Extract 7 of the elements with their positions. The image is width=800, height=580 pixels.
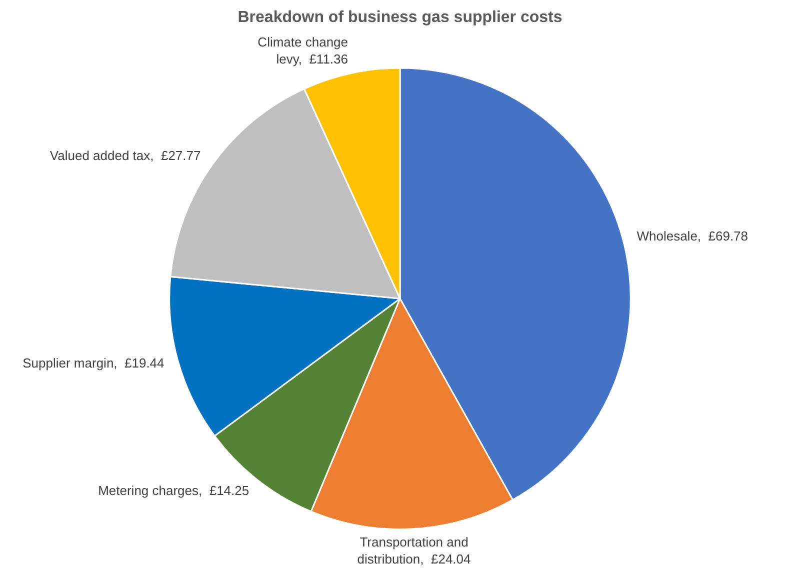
chart-title: Breakdown of business gas supplier costs [238,9,562,26]
slice-label: Metering charges, £14.25 [98,482,250,498]
slice-label: Climate change levy, £11.36 [258,34,348,66]
slice-label: Valued added tax, £27.77 [50,148,201,164]
slice-label: Transportation and distribution, £24.04 [357,534,471,566]
slice-label: Supplier margin, £19.44 [22,356,164,371]
slice-label: Wholesale, £69.78 [636,228,748,244]
